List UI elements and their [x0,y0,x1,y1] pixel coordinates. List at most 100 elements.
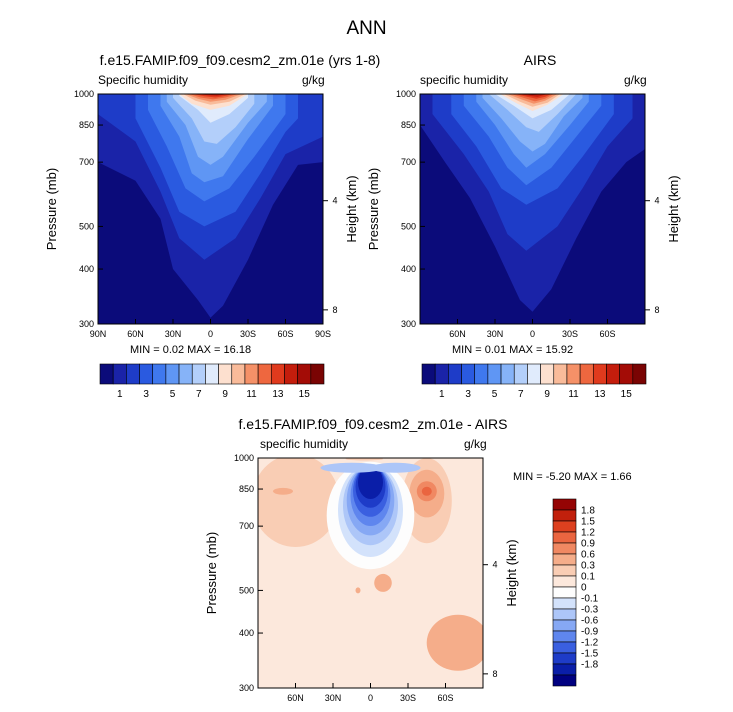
diff-contour-band-0.6 [355,587,361,594]
model-colorbar-label: 13 [272,389,284,400]
model-contour-band-13 [193,94,233,98]
diff-y-tick-label: 700 [239,521,254,531]
model-y-right-tick-label: 8 [332,305,337,315]
obs-chart: 60N 30N 0 30S 60S 300 400 500 700 850 1000 8 4 Pressu… [366,89,681,339]
model-y-tick-label: 500 [79,221,94,231]
diff-colorbar-label: 0.1 [581,572,595,583]
diff-colorbar-label: 1.2 [581,528,595,539]
model-colorbar-box [310,363,325,385]
diff-y-right-tick-label: 4 [492,560,497,570]
diff-y-right-tick-label: 8 [492,669,497,679]
diff-colorbar-label: -0.9 [581,627,599,638]
diff-colorbar-label: 0.6 [581,550,595,561]
obs-colorbar-box [540,363,555,385]
model-colorbar-box [99,363,114,385]
obs-colorbar-box [566,363,581,385]
model-x-tick-label: 60S [277,329,293,339]
model-y-right-tick-label: 4 [332,196,337,206]
model-colorbar-box [191,363,206,385]
obs-colorbar-box [579,363,594,385]
obs-colorbar-box [448,363,462,385]
model-x-tick-label: 90N [90,329,107,339]
obs-colorbar-label: 9 [544,389,550,400]
diff-colorbar-box [552,575,577,588]
obs-y-tick-label: 850 [401,120,416,130]
model-colorbar-box [284,363,298,385]
model-colorbar-box [112,363,127,385]
model-panel-title: f.e15.FAMIP.f09_f09.cesm2_zm.01e (yrs 1-… [99,52,381,68]
diff-colorbar-label: 0.9 [581,539,595,550]
obs-colorbar-box [474,363,489,385]
diff-x-tick-label: 0 [368,693,373,703]
model-units-label: g/kg [302,73,325,87]
diff-contour-band--0.3 [320,462,384,473]
obs-panel-title: AIRS [523,52,557,68]
diff-colorbar-box [552,630,577,643]
diff-x-tick-label: 30S [400,693,416,703]
diff-colorbar-box [552,531,577,544]
model-y-tick-label: 700 [79,157,94,167]
diff-colorbar-label: 1.8 [581,506,595,517]
model-colorbar-box [165,363,180,385]
diff-colorbar: 1.81.51.20.90.60.30.10-0.1-0.3-0.6-0.9-1… [552,498,599,687]
model-colorbar-box [270,363,285,385]
model-y-tick-label: 1000 [74,89,94,99]
obs-colorbar-box [632,363,647,385]
obs-y-tick-label: 1000 [396,89,416,99]
model-colorbar-box [218,363,233,385]
diff-colorbar-box [552,674,577,687]
diff-colorbar-label: -1.8 [581,660,599,671]
model-variable-label: Specific humidity [98,73,189,87]
model-x-tick-label: 60N [127,329,144,339]
model-colorbar-label: 1 [117,389,123,400]
diff-colorbar-box [552,641,577,654]
diff-y-axis-label: Pressure (mb) [204,532,219,614]
obs-colorbar-box [513,363,528,385]
model-contour-fills [98,94,323,324]
model-colorbar-label: 11 [246,389,257,400]
obs-y-tick-label: 400 [401,264,416,274]
model-colorbar-box [152,363,167,385]
obs-y-tick-label: 300 [401,319,416,329]
model-min-max: MIN = 0.02 MAX = 16.18 [130,344,252,356]
diff-y-tick-label: 1000 [234,453,254,463]
diff-colorbar-box [552,564,577,577]
model-colorbar-box [178,363,193,385]
model-colorbar-box [126,363,140,385]
diff-colorbar-box [552,586,577,599]
diff-colorbar-label: 1.5 [581,517,595,528]
model-y-axis-label: Pressure (mb) [44,168,59,250]
diff-contour-band-0.6 [426,614,483,671]
model-y-right-axis-label: Height (km) [344,175,359,242]
diff-colorbar-label: -0.6 [581,616,599,627]
obs-colorbar-label: 15 [621,389,633,400]
diff-colorbar-label: 0.3 [581,561,595,572]
obs-colorbar-box [461,363,476,385]
diff-colorbar-label: -0.3 [581,605,599,616]
diff-y-tick-label: 400 [239,628,254,638]
obs-colorbar-box [500,363,515,385]
figure-title: ANN [346,18,387,39]
model-colorbar-box [139,363,154,385]
obs-colorbar-box [527,363,541,385]
diff-contour-fills [258,458,483,688]
diff-colorbar-box [552,553,577,566]
obs-colorbar-box [553,363,568,385]
diff-colorbar-box [552,608,577,621]
model-colorbar-label: 3 [143,389,149,400]
diff-y-tick-label: 300 [239,683,254,693]
obs-y-right-tick-label: 4 [654,196,659,206]
diff-colorbar-label: -1.5 [581,649,599,660]
obs-y-tick-label: 700 [401,157,416,167]
obs-y-right-tick-label: 8 [654,305,659,315]
diff-x-tick-label: 30N [325,693,342,703]
diff-colorbar-box [552,498,577,511]
model-colorbar-label: 9 [222,389,228,400]
obs-y-tick-label: 500 [401,221,416,231]
obs-colorbar-box [487,363,502,385]
diff-x-tick-label: 60S [437,693,453,703]
obs-colorbar: 1 3 5 7 9 11 13 15 [421,363,647,400]
obs-colorbar-label: 5 [492,389,498,400]
obs-y-right-axis-label: Height (km) [666,175,681,242]
model-x-tick-label: 30S [240,329,256,339]
